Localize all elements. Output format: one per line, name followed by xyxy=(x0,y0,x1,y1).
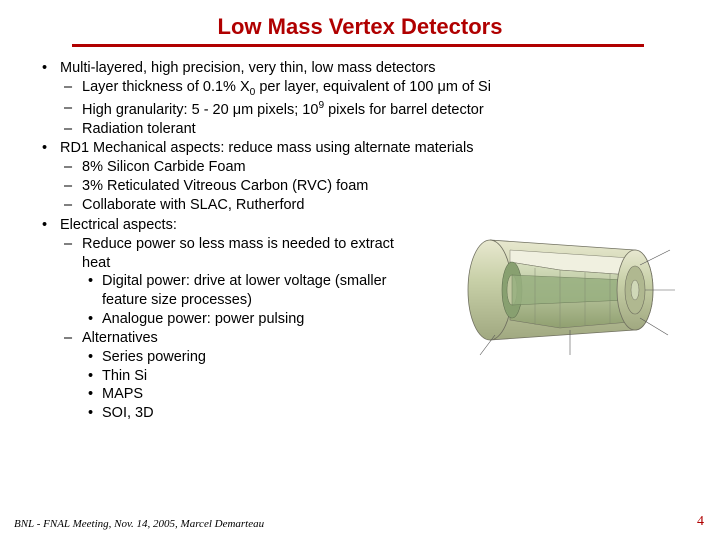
bullet-3b3: MAPS xyxy=(82,385,680,404)
footer-text: BNL - FNAL Meeting, Nov. 14, 2005, Marce… xyxy=(14,518,264,530)
bullet-2-text: RD1 Mechanical aspects: reduce mass usin… xyxy=(60,140,473,156)
bullet-3b4: SOI, 3D xyxy=(82,404,680,423)
bullet-2a: 8% Silicon Carbide Foam xyxy=(60,158,680,177)
page-title: Low Mass Vertex Detectors xyxy=(0,0,720,44)
bullet-3a2: Analogue power: power pulsing xyxy=(82,310,420,329)
bullet-1b: High granularity: 5 - 20 μm pixels; 109 … xyxy=(60,99,680,120)
bullet-2: RD1 Mechanical aspects: reduce mass usin… xyxy=(38,139,680,214)
detector-diagram xyxy=(440,210,690,370)
title-text: Low Mass Vertex Detectors xyxy=(218,14,503,39)
bullet-1a: Layer thickness of 0.1% X0 per layer, eq… xyxy=(60,78,680,99)
bullet-1-text: Multi-layered, high precision, very thin… xyxy=(60,60,436,76)
bullet-2b: 3% Reticulated Vitreous Carbon (RVC) foa… xyxy=(60,177,680,196)
detector-cylinder-svg xyxy=(440,210,690,370)
bullet-1c: Radiation tolerant xyxy=(60,120,680,139)
page-number: 4 xyxy=(697,514,704,530)
bullet-3-text: Electrical aspects: xyxy=(60,217,177,233)
bullet-1: Multi-layered, high precision, very thin… xyxy=(38,59,680,138)
bullet-3a1: Digital power: drive at lower voltage (s… xyxy=(82,272,402,310)
bullet-3a: Reduce power so less mass is needed to e… xyxy=(60,235,420,329)
